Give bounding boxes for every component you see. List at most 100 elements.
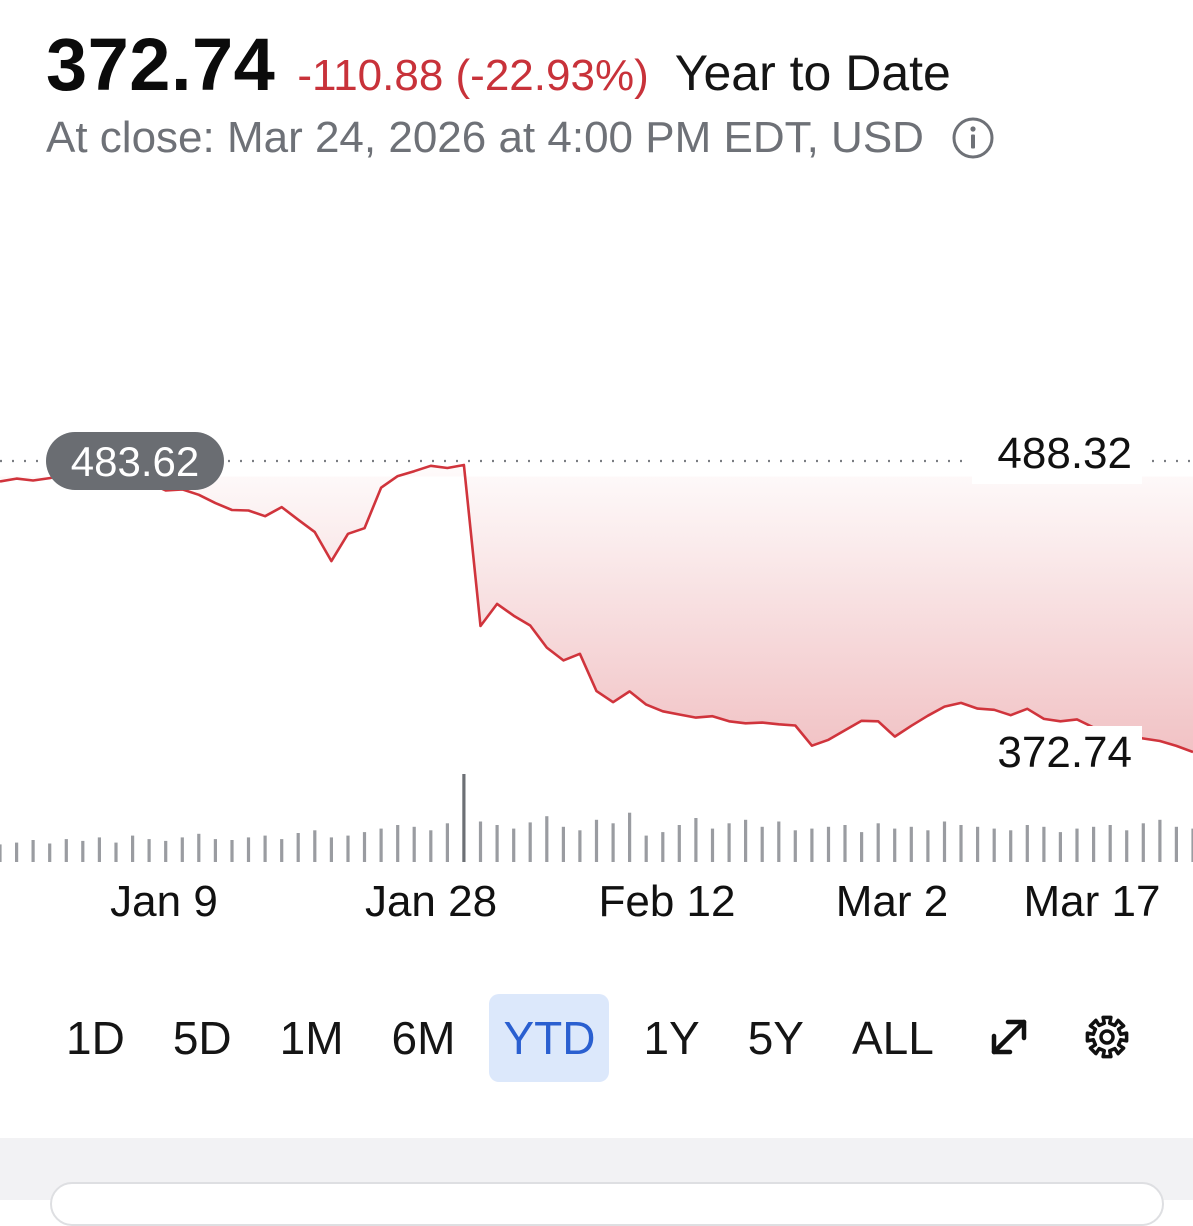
- range-5d[interactable]: 5D: [172, 1012, 232, 1064]
- bottom-card: [50, 1182, 1164, 1226]
- volume-bar: [976, 826, 980, 862]
- volume-bar: [15, 842, 19, 862]
- volume-bar: [296, 833, 300, 862]
- volume-bar: [97, 837, 101, 862]
- volume-bar: [396, 825, 400, 862]
- volume-bar: [313, 830, 317, 862]
- x-tick-label: Mar 2: [836, 877, 948, 926]
- volume-bar: [876, 823, 880, 862]
- volume-bar: [926, 830, 930, 862]
- close-info-row: At close: Mar 24, 2026 at 4:00 PM EDT, U…: [46, 113, 1173, 163]
- range-6m[interactable]: 6M: [391, 1012, 456, 1064]
- range-5y[interactable]: 5Y: [747, 1012, 804, 1064]
- volume-bar: [628, 812, 632, 862]
- volume-bar: [777, 821, 781, 862]
- volume-bar: [512, 828, 516, 862]
- reference-badge: 483.62: [46, 432, 224, 490]
- volume-bar: [230, 840, 234, 862]
- range-1m[interactable]: 1M: [279, 1012, 344, 1064]
- volume-bar: [810, 828, 814, 862]
- volume-bar: [429, 830, 433, 862]
- volume-bar: [860, 832, 864, 862]
- x-tick-label: Jan 28: [365, 877, 497, 926]
- volume-bar: [1042, 826, 1046, 862]
- volume-bar: [909, 826, 913, 862]
- volume-bar: [1108, 825, 1112, 862]
- volume-bar: [412, 826, 416, 862]
- volume-bar: [0, 844, 2, 862]
- volume-bar: [346, 835, 350, 862]
- info-circle-icon[interactable]: [950, 115, 996, 161]
- volume-bar: [561, 826, 565, 862]
- volume-bar: [1009, 830, 1013, 862]
- volume-bar: [462, 774, 466, 862]
- x-tick-label: Mar 17: [1024, 877, 1161, 926]
- volume-bar: [1141, 823, 1145, 862]
- price-row: 372.74 -110.88 (-22.93%) Year to Date: [46, 22, 1173, 107]
- volume-bar: [826, 826, 831, 862]
- price-chart[interactable]: 483.62 488.32 372.74 Jan 9 Jan 28 Feb 12…: [0, 0, 1193, 960]
- close-timestamp: At close: Mar 24, 2026 at 4:00 PM EDT, U…: [46, 113, 924, 162]
- volume-bar: [362, 832, 367, 862]
- x-tick-label: Feb 12: [599, 877, 736, 926]
- volume-bar: [48, 843, 52, 862]
- volume-bar: [164, 840, 168, 862]
- volume-bar: [942, 821, 947, 862]
- last-value: 372.74: [997, 728, 1132, 777]
- range-1y[interactable]: 1Y: [643, 1012, 700, 1064]
- expand-arrows-icon[interactable]: [984, 1012, 1034, 1062]
- volume-bar: [992, 828, 996, 862]
- volume-bar: [694, 818, 698, 862]
- gear-icon[interactable]: [1082, 1012, 1132, 1062]
- volume-bar: [495, 825, 499, 862]
- volume-bar: [611, 823, 615, 862]
- volume-bar: [893, 828, 897, 862]
- volume-bar: [727, 823, 731, 862]
- range-ytd[interactable]: YTD: [489, 994, 610, 1082]
- volume-bar: [147, 839, 151, 862]
- volume-bar: [329, 837, 333, 862]
- range-1d[interactable]: 1D: [66, 1012, 125, 1064]
- period-label: Year to Date: [674, 45, 951, 101]
- volume-bar: [710, 828, 715, 862]
- volume-bar: [528, 822, 532, 862]
- volume-bar: [1075, 828, 1079, 862]
- volume-bar: [744, 819, 748, 862]
- reference-value: 483.62: [71, 438, 199, 485]
- range-selector: 1D 5D 1M 6M YTD 1Y 5Y ALL: [52, 994, 968, 1082]
- volume-bar: [594, 819, 599, 862]
- volume-bar: [1025, 825, 1029, 862]
- volume-bar: [1191, 828, 1193, 862]
- volume-bar: [644, 835, 648, 862]
- volume-bar: [31, 840, 35, 862]
- volume-bar: [263, 835, 267, 862]
- volume-bar: [1158, 819, 1162, 862]
- current-price: 372.74: [46, 23, 276, 106]
- last-label-group: 372.74: [984, 726, 1142, 780]
- volume-bar: [246, 837, 251, 862]
- loss-area-fill: [0, 465, 1193, 752]
- volume-bar: [793, 830, 797, 862]
- volume-bar: [131, 835, 135, 862]
- volume-bar: [661, 832, 665, 862]
- volume-bar: [1092, 826, 1096, 862]
- volume-bars: [0, 774, 1193, 862]
- price-line: [0, 463, 1193, 754]
- volume-bar: [445, 823, 449, 862]
- price-change: -110.88 (-22.93%): [297, 51, 649, 100]
- volume-bar: [1174, 826, 1178, 862]
- volume-bar: [379, 828, 383, 862]
- volume-bar: [213, 839, 217, 862]
- high-value: 488.32: [997, 429, 1132, 478]
- range-all[interactable]: ALL: [851, 1012, 934, 1064]
- volume-bar: [114, 842, 118, 862]
- volume-bar: [677, 825, 681, 862]
- volume-bar: [843, 825, 847, 862]
- volume-bar: [545, 816, 549, 862]
- high-label-group: 488.32: [972, 426, 1142, 484]
- volume-bar: [760, 826, 764, 862]
- volume-bar: [180, 837, 184, 862]
- volume-bar: [81, 840, 85, 862]
- volume-bar: [1125, 830, 1129, 862]
- volume-bar: [64, 839, 68, 862]
